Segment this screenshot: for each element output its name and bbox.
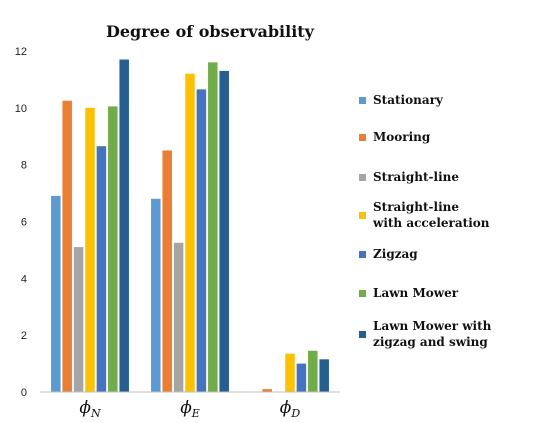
x-category-symbol: ϕ [280,398,292,418]
bar-lawn-mower-with-zigzag-and-swing-0 [119,59,129,392]
bar-straight-line-with-acceleration-2 [285,353,295,392]
x-category-label: ϕE [180,398,200,420]
bar-mooring-1 [162,150,172,392]
bar-straight-line-0 [73,247,84,392]
legend-label: Straight-line [373,170,459,184]
x-axis-labels: ϕN ϕE ϕD [79,398,300,420]
bar-stationary-0 [51,195,61,392]
legend-label: Straight-line [373,200,459,214]
y-tick-label: 8 [21,160,27,172]
legend-swatch [359,290,366,297]
legend-label: with acceleration [372,216,490,230]
legend: Stationary Mooring Straight-line Straight-l… [359,93,492,349]
bar-lawn-mower-with-zigzag-and-swing-2 [319,359,329,392]
legend-swatch [359,134,366,141]
bar-mooring-0 [62,100,72,392]
bars [51,59,329,393]
y-tick-label: 12 [15,46,27,58]
bar-stationary-1 [151,198,161,392]
legend-swatch [359,251,366,258]
legend-label: Zigzag [373,247,418,261]
x-category-label: ϕD [280,398,301,420]
bar-straight-line-with-acceleration-0 [85,107,95,392]
legend-label: Stationary [373,93,444,107]
bar-lawn-mower-0 [108,106,118,392]
legend-label: Lawn Mower with [373,319,492,333]
y-tick-label: 10 [15,103,27,115]
chart-title: Degree of observability [106,22,315,41]
legend-swatch [359,174,366,181]
legend-swatch [359,331,366,338]
y-tick-label: 6 [21,217,27,229]
x-category-label: ϕN [79,398,101,420]
bar-zigzag-0 [96,146,107,392]
y-axis-ticks: 0 2 4 6 8 10 12 [15,46,27,399]
legend-label: Mooring [373,130,431,144]
y-tick-label: 0 [21,387,27,399]
x-category-symbol: ϕ [79,398,91,418]
bar-straight-line-with-acceleration-1 [185,73,195,392]
bar-straight-line-1 [173,242,184,392]
bar-mooring-2 [262,389,272,392]
bar-lawn-mower-with-zigzag-and-swing-1 [219,70,229,392]
x-category-symbol: ϕ [180,398,192,418]
legend-label: Lawn Mower [373,286,459,300]
bar-lawn-mower-1 [208,62,218,393]
x-category-subscript: E [191,407,200,420]
y-tick-label: 2 [21,330,27,342]
x-category-subscript: N [90,407,101,420]
legend-swatch [359,97,366,104]
legend-swatch [359,212,366,219]
legend-label: zigzag and swing [373,335,488,349]
y-tick-label: 4 [21,273,27,285]
bar-lawn-mower-2 [308,350,318,392]
bar-zigzag-1 [196,89,207,393]
x-category-subscript: D [290,407,300,420]
bar-zigzag-2 [296,363,307,392]
